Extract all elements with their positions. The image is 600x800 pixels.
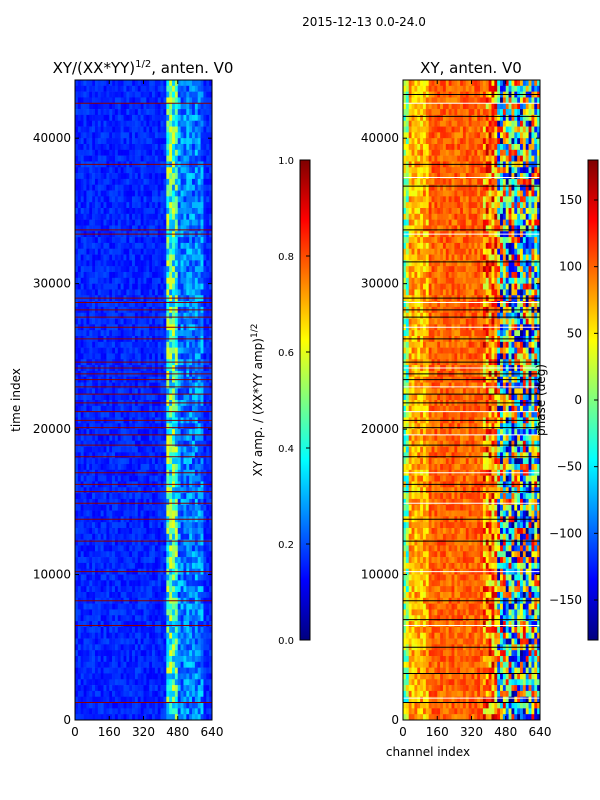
left-flag-lines — [75, 102, 212, 704]
left-colorbar-tick-label: 0.2 — [278, 540, 294, 551]
right-y-tick-label: 30000 — [361, 277, 399, 291]
right-colorbar-tick-label: 150 — [559, 193, 582, 207]
left-x-axis: 0 160 320 480 640 — [71, 80, 223, 739]
right-x-axis: 0 160 320 480 640 — [399, 80, 551, 739]
left-title-suffix: , anten. V0 — [151, 59, 233, 77]
right-y-tick-label: 20000 — [361, 422, 399, 436]
left-colorbar-tick-label: 1.0 — [278, 156, 294, 167]
right-plot-title: XY, anten. V0 — [420, 59, 522, 77]
left-plot: XY/(XX*YY)1/2, anten. V0 0 160 320 480 640 0… — [9, 59, 233, 739]
left-x-tick-label: 160 — [98, 725, 121, 739]
left-colorbar-gradient — [299, 159, 311, 641]
right-x-tick-label: 0 — [399, 725, 407, 739]
left-plot-title: XY/(XX*YY)1/2, anten. V0 — [53, 59, 234, 77]
left-colorbar-label: XY amp. / (XX*YY amp)1/2 — [250, 324, 265, 477]
left-title-main: XY/(XX*YY) — [53, 59, 136, 77]
right-y-tick-label: 10000 — [361, 568, 399, 582]
right-flag-lines — [403, 94, 540, 704]
right-colorbar-tick-label: −50 — [557, 460, 582, 474]
left-y-tick-label: 10000 — [33, 568, 71, 582]
right-heatmap — [403, 80, 540, 720]
right-y-tick-label: 40000 — [361, 131, 399, 145]
left-colorbar-tick-label: 0.6 — [278, 348, 294, 359]
left-y-tick-label: 40000 — [33, 131, 71, 145]
right-colorbar-tick-label: −100 — [549, 526, 582, 540]
left-title-superscript: 1/2 — [135, 59, 151, 70]
right-colorbar-tick-label: 0 — [574, 393, 582, 407]
right-x-tick-label: 480 — [494, 725, 517, 739]
right-colorbar-ticks: 150 100 50 0 −50 −100 −150 — [549, 193, 598, 607]
right-colorbar: 150 100 50 0 −50 −100 −150 phase (deg) — [534, 159, 599, 641]
left-colorbar-tick-label: 0.4 — [278, 444, 294, 455]
left-colorbar: 0.0 0.2 0.4 0.6 0.8 1.0 XY amp. / (XX*YY amp)… — [250, 156, 311, 647]
right-y-tick-label: 0 — [391, 713, 399, 727]
x-axis-label: channel index — [386, 745, 470, 759]
left-colorbar-label-main: XY amp. / (XX*YY amp) — [251, 338, 265, 476]
left-x-tick-label: 320 — [132, 725, 155, 739]
right-colorbar-tick-label: 100 — [559, 260, 582, 274]
left-y-tick-label: 30000 — [33, 277, 71, 291]
right-colorbar-tick-label: 50 — [567, 326, 582, 340]
left-colorbar-tick-label: 0.8 — [278, 252, 294, 263]
left-heatmap — [75, 80, 212, 720]
right-x-tick-label: 160 — [426, 725, 449, 739]
left-y-tick-label: 20000 — [33, 422, 71, 436]
left-colorbar-ticks: 0.0 0.2 0.4 0.6 0.8 1.0 — [278, 156, 310, 647]
left-colorbar-label-superscript: 1/2 — [250, 324, 260, 338]
right-x-tick-label: 320 — [460, 725, 483, 739]
left-y-axis: 0 10000 20000 30000 40000 — [33, 131, 212, 727]
left-x-tick-label: 0 — [71, 725, 79, 739]
right-y-axis: 0 10000 20000 30000 40000 — [361, 131, 540, 727]
figure-suptitle: 2015-12-13 0.0-24.0 — [302, 15, 426, 29]
left-y-axis-label: time index — [9, 368, 23, 432]
left-x-tick-label: 480 — [166, 725, 189, 739]
right-x-tick-label: 640 — [529, 725, 552, 739]
left-y-tick-label: 0 — [63, 713, 71, 727]
right-colorbar-label: phase (deg) — [534, 364, 548, 436]
left-colorbar-tick-label: 0.0 — [278, 636, 294, 647]
left-x-tick-label: 640 — [201, 725, 224, 739]
right-plot: XY, anten. V0 0 160 320 480 640 0 10000 20000 3… — [361, 59, 552, 759]
right-colorbar-tick-label: −150 — [549, 593, 582, 607]
